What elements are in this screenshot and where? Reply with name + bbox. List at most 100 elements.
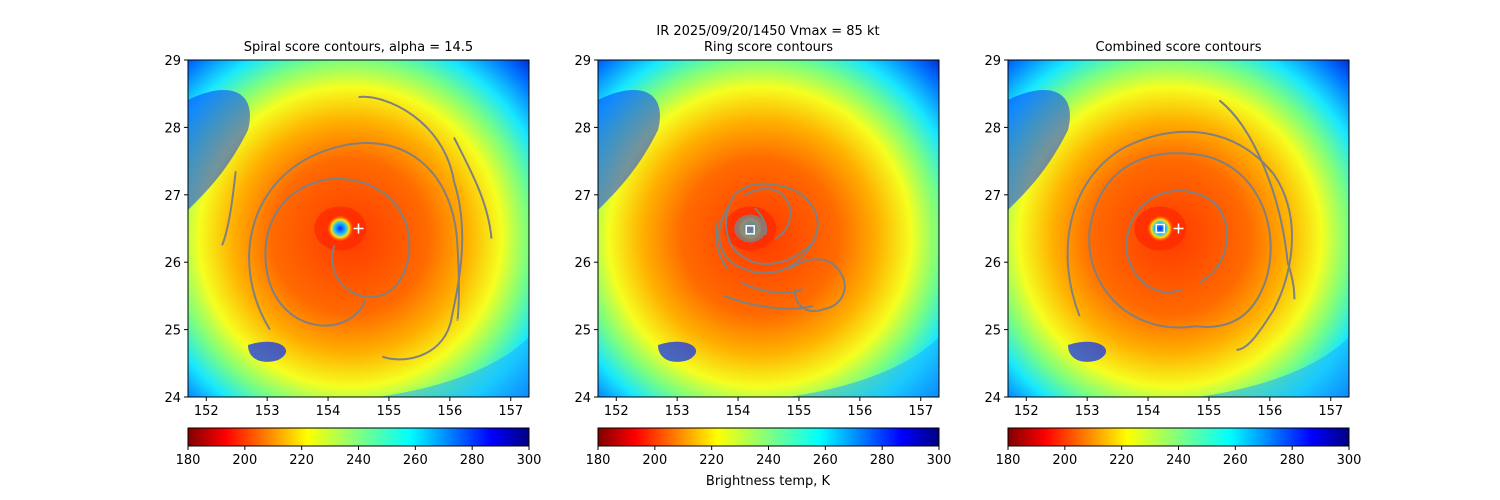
colorbar: 180 200 220 240 260 280 300 — [996, 427, 1362, 468]
x-tick-label: 154 — [726, 404, 751, 419]
y-tick-label: 26 — [164, 256, 181, 271]
x-tick-label: 156 — [437, 404, 462, 419]
colorbar-label: Brightness temp, K — [706, 474, 831, 489]
x-tick-label: 154 — [316, 404, 341, 419]
colorbar-tick-label: 300 — [1337, 453, 1362, 468]
x-tick-label: 154 — [1136, 404, 1161, 419]
score-contours — [1068, 100, 1295, 349]
cold-band — [1068, 341, 1107, 362]
y-tick-label: 26 — [574, 256, 591, 271]
y-tick-label: 25 — [984, 324, 1001, 339]
score-contours — [716, 184, 845, 312]
colorbar-tick-label: 240 — [346, 453, 371, 468]
cold-band — [1008, 90, 1070, 210]
y-tick-label: 25 — [574, 324, 591, 339]
figure-suptitle: IR 2025/09/20/1450 Vmax = 85 kt — [656, 24, 879, 39]
x-tick-label: 157 — [498, 404, 523, 419]
center-square-marker — [1155, 223, 1165, 234]
y-tick-label: 29 — [164, 54, 181, 69]
colorbar-tick-label: 220 — [699, 453, 724, 468]
x-tick-label: 153 — [665, 404, 690, 419]
contour-line — [454, 138, 492, 239]
center-square-marker — [745, 225, 755, 235]
x-tick-label: 157 — [1318, 404, 1343, 419]
y-tick-label: 25 — [164, 324, 181, 339]
contour-line — [1068, 132, 1292, 350]
colorbar-gradient — [1007, 427, 1350, 447]
contour-line — [1089, 153, 1270, 327]
cold-band — [377, 337, 529, 397]
colorbar-tick-label: 280 — [870, 453, 895, 468]
y-tick-label: 29 — [984, 54, 1001, 69]
colorbar-tick-label: 180 — [586, 453, 611, 468]
colorbar-tick-label: 300 — [517, 453, 542, 468]
colorbar: 180 200 220 240 260 280 300 — [586, 427, 952, 468]
x-tick-label: 152 — [604, 404, 629, 419]
contour-line — [1219, 100, 1294, 299]
y-tick-label: 24 — [574, 391, 591, 406]
panel-2: Ring score contours 152 153 154 155 156 157 24 2… — [574, 40, 952, 468]
panel-title: Combined score contours — [1096, 40, 1262, 55]
colorbar-gradient — [597, 427, 940, 447]
contour-line — [741, 282, 802, 292]
x-tick-label: 152 — [1014, 404, 1039, 419]
x-tick-label: 153 — [255, 404, 280, 419]
y-tick-label: 28 — [984, 121, 1001, 136]
x-tick-label: 157 — [908, 404, 933, 419]
x-tick-label: 153 — [1075, 404, 1100, 419]
y-tick-label: 28 — [574, 121, 591, 136]
plot-area — [1008, 60, 1349, 397]
panel-3: Combined score contours 152 153 154 155 156 15… — [984, 40, 1362, 468]
colorbar-tick-label: 200 — [232, 453, 257, 468]
colorbar-tick-label: 240 — [756, 453, 781, 468]
x-tick-label: 155 — [787, 404, 812, 419]
colorbar-tick-label: 300 — [927, 453, 952, 468]
y-tick-label: 24 — [164, 391, 181, 406]
cold-band — [248, 341, 287, 362]
cold-band — [188, 90, 250, 210]
contour-line — [716, 222, 728, 269]
contour-line — [755, 208, 766, 235]
colorbar-tick-label: 220 — [289, 453, 314, 468]
x-tick-label: 155 — [1197, 404, 1222, 419]
colorbar-tick-label: 200 — [642, 453, 667, 468]
colorbar: 180 200 220 240 260 280 300 — [176, 427, 542, 468]
plot-area — [188, 60, 529, 397]
contour-line — [724, 296, 813, 309]
panel-title: Spiral score contours, alpha = 14.5 — [244, 40, 473, 55]
axes-frame — [187, 59, 530, 398]
x-tick-label: 156 — [847, 404, 872, 419]
y-tick-label: 27 — [574, 189, 591, 204]
contour-line — [265, 179, 409, 326]
plot-area — [598, 60, 939, 397]
contour-line — [719, 208, 816, 273]
score-contours — [222, 97, 491, 360]
colorbar-tick-label: 240 — [1166, 453, 1191, 468]
x-tick-label: 155 — [377, 404, 402, 419]
y-tick-label: 26 — [984, 256, 1001, 271]
cold-band — [787, 337, 939, 397]
colorbar-tick-label: 260 — [813, 453, 838, 468]
colorbar-tick-label: 260 — [1223, 453, 1248, 468]
colorbar-tick-label: 260 — [403, 453, 428, 468]
y-tick-label: 24 — [984, 391, 1001, 406]
colorbar-tick-label: 180 — [996, 453, 1021, 468]
center-plus-marker — [1173, 223, 1184, 234]
axes-frame — [1007, 59, 1350, 398]
panel-1: Spiral score contours, alpha = 14.5 152 15… — [164, 40, 542, 468]
contour-line — [745, 189, 791, 239]
y-tick-label: 27 — [164, 189, 181, 204]
colorbar-tick-label: 280 — [1280, 453, 1305, 468]
panel-title: Ring score contours — [704, 40, 833, 55]
axes-frame — [597, 59, 940, 398]
y-tick-label: 29 — [574, 54, 591, 69]
y-tick-label: 28 — [164, 121, 181, 136]
contour-line — [359, 97, 463, 360]
eye — [327, 215, 354, 242]
colorbar-tick-label: 220 — [1109, 453, 1134, 468]
contour-fill — [734, 214, 767, 243]
cold-band — [658, 341, 697, 362]
colorbar-tick-label: 200 — [1052, 453, 1077, 468]
cold-band — [598, 90, 660, 210]
